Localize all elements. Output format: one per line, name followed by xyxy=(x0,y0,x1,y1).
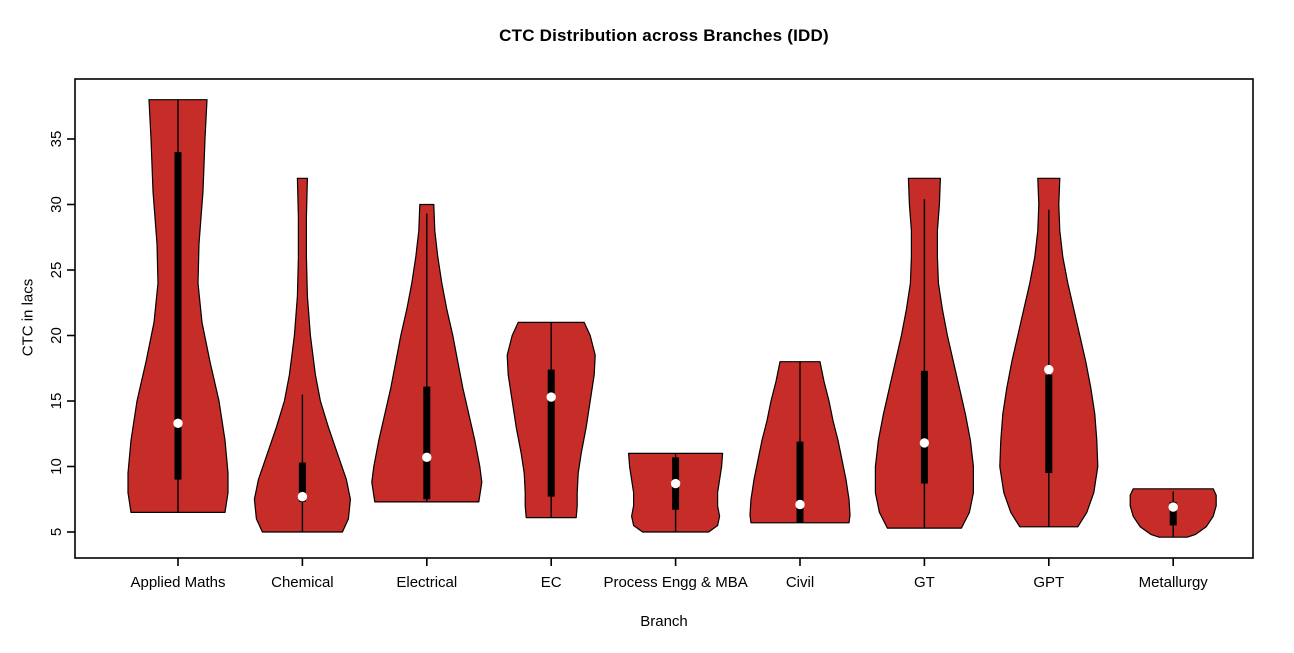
iqr-box-metallurgy xyxy=(1169,501,1177,526)
iqr-box-electrical xyxy=(423,386,431,500)
iqr-box-gpt xyxy=(1045,374,1053,474)
median-dot-civil xyxy=(795,499,805,510)
chart-title: CTC Distribution across Branches (IDD) xyxy=(499,26,829,45)
iqr-box-chemical xyxy=(298,462,306,502)
x-tick-label: GT xyxy=(914,574,935,591)
median-dot-gpt xyxy=(1044,364,1054,375)
median-dot-gt xyxy=(919,438,930,448)
median-dot-process-engg-mba xyxy=(670,478,681,489)
x-tick-label: Process Engg & MBA xyxy=(603,574,747,591)
x-tick-label: Applied Maths xyxy=(130,574,225,591)
x-tick-label: Metallurgy xyxy=(1139,574,1209,591)
median-dot-chemical xyxy=(297,491,308,502)
y-tick-label: 10 xyxy=(48,458,65,475)
median-dot-electrical xyxy=(422,452,432,463)
y-tick-label: 15 xyxy=(48,393,65,410)
x-tick-label: EC xyxy=(541,574,562,591)
plot-border xyxy=(74,78,1254,559)
median-dot-applied-maths xyxy=(173,418,183,428)
x-tick-label: Civil xyxy=(786,574,814,591)
y-tick-label: 5 xyxy=(48,528,65,536)
y-tick-label: 35 xyxy=(48,131,65,148)
y-tick-label: 20 xyxy=(48,327,65,344)
iqr-box-ec xyxy=(547,369,555,497)
x-axis-title: Branch xyxy=(640,613,688,630)
y-tick-label: 30 xyxy=(48,196,65,213)
median-dot-metallurgy xyxy=(1168,502,1178,512)
x-tick-label: Chemical xyxy=(271,574,334,591)
iqr-box-civil xyxy=(796,441,804,523)
iqr-box-gt xyxy=(920,370,928,484)
iqr-box-applied-maths xyxy=(174,152,182,480)
violin-chemical xyxy=(253,177,351,533)
x-tick-label: GPT xyxy=(1033,574,1064,591)
x-tick-label: Electrical xyxy=(396,574,457,591)
median-dot-ec xyxy=(546,392,556,402)
y-tick-label: 25 xyxy=(48,262,65,279)
